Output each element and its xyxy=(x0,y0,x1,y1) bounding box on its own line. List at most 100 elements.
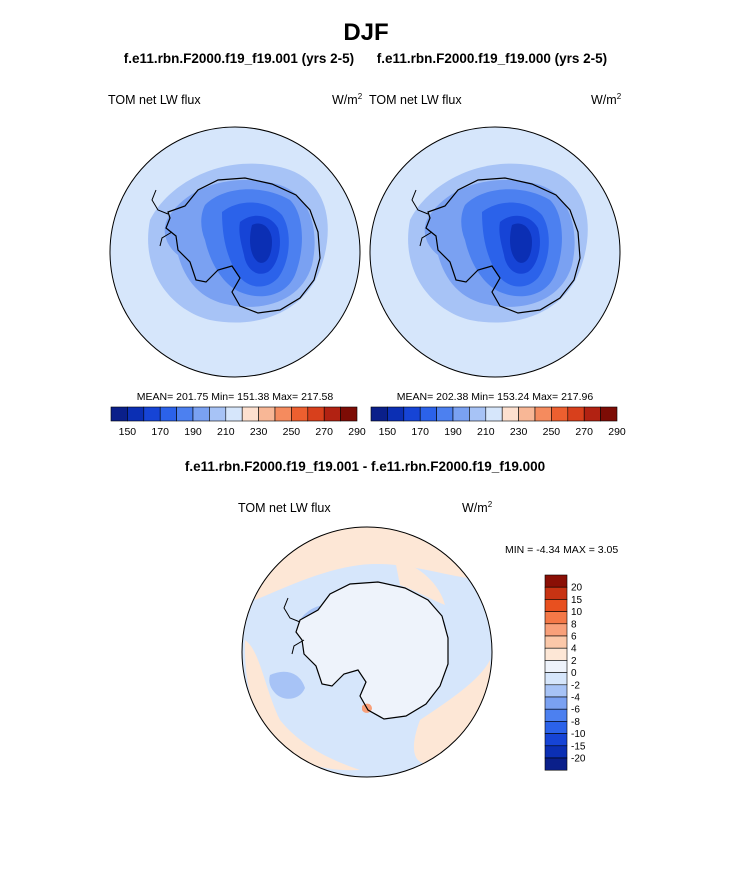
colorbar-tick-label: 15 xyxy=(571,595,583,606)
colorbar-box xyxy=(583,406,601,422)
colorbar-tick-label: 8 xyxy=(571,619,577,630)
colorbar-tick-label: 150 xyxy=(379,426,397,438)
panel-a-map xyxy=(109,126,361,378)
panel-b-map xyxy=(369,126,621,378)
colorbar-box xyxy=(307,406,325,422)
colorbar-box xyxy=(544,611,568,625)
panel-b-rim xyxy=(369,126,621,378)
colorbar-box xyxy=(485,406,503,422)
panel-b-colorbar: 150 170 190 210 230 250 270 290 xyxy=(370,406,626,438)
colorbar-tick-label: 250 xyxy=(543,426,561,438)
panel-a-variable-label: TOM net LW flux xyxy=(108,93,201,107)
panel-b-continent-deep xyxy=(510,223,532,263)
colorbar-box xyxy=(387,406,405,422)
colorbar-box xyxy=(436,406,454,422)
colorbar-box xyxy=(518,406,536,422)
colorbar-tick-label: 250 xyxy=(283,426,301,438)
colorbar-tick-label: 170 xyxy=(411,426,429,438)
panel-b-coastline xyxy=(425,177,581,314)
colorbar-box xyxy=(544,672,568,686)
colorbar-box xyxy=(544,684,568,698)
panel-a-peninsula xyxy=(151,189,173,247)
colorbar-box xyxy=(192,406,210,422)
page-title: DJF xyxy=(343,19,388,46)
colorbar-tick-label: -10 xyxy=(571,729,586,740)
colorbar-box xyxy=(323,406,341,422)
colorbar-box xyxy=(225,406,243,422)
diff-panel-title: f.e11.rbn.F2000.f19_f19.001 - f.e11.rbn.… xyxy=(185,459,545,474)
colorbar-box xyxy=(340,406,358,422)
colorbar-tick-label: 210 xyxy=(477,426,495,438)
colorbar-box xyxy=(143,406,161,422)
colorbar-tick-label: 0 xyxy=(571,668,577,679)
colorbar-box xyxy=(544,745,568,759)
colorbar-box xyxy=(159,406,177,422)
diff-positive-patch-3 xyxy=(413,660,491,764)
colorbar-box xyxy=(534,406,552,422)
colorbar-box xyxy=(419,406,437,422)
panel-a-coastline xyxy=(165,177,321,314)
panel-a-stats: MEAN= 201.75 Min= 151.38 Max= 217.58 xyxy=(137,391,334,403)
diff-rim xyxy=(241,526,493,778)
colorbar-tick-label: 10 xyxy=(571,607,583,618)
colorbar-box xyxy=(452,406,470,422)
diff-negative-patch-3 xyxy=(269,671,305,699)
colorbar-tick-label: 6 xyxy=(571,632,577,643)
diff-units-label: W/m2 xyxy=(462,500,493,515)
colorbar-tick-label: 20 xyxy=(571,583,583,594)
colorbar-box xyxy=(370,406,388,422)
panel-a-continent-deep xyxy=(250,223,272,263)
panel-b-peninsula xyxy=(411,189,433,247)
diff-coastline xyxy=(295,581,449,720)
colorbar-tick-label: 210 xyxy=(217,426,235,438)
colorbar-tick-label: 270 xyxy=(315,426,333,438)
colorbar-tick-label: 190 xyxy=(184,426,202,438)
colorbar-tick-label: 290 xyxy=(348,426,366,438)
colorbar-box xyxy=(258,406,276,422)
colorbar-tick-label: -6 xyxy=(571,705,580,716)
colorbar-box xyxy=(544,660,568,673)
colorbar-box xyxy=(209,406,227,422)
colorbar-box xyxy=(567,406,585,422)
colorbar-box xyxy=(544,708,568,722)
colorbar-tick-label: 4 xyxy=(571,644,577,655)
diff-peninsula xyxy=(283,597,305,655)
colorbar-box xyxy=(403,406,421,422)
diff-positive-patch-4 xyxy=(395,560,445,605)
colorbar-box xyxy=(110,406,128,422)
colorbar-box xyxy=(274,406,292,422)
colorbar-tick-label: 230 xyxy=(510,426,528,438)
colorbar-tick-label: -15 xyxy=(571,741,586,752)
colorbar-box xyxy=(544,599,568,612)
diff-continent-fill xyxy=(296,582,448,719)
colorbar-box xyxy=(544,733,568,747)
colorbar-tick-label: 170 xyxy=(151,426,169,438)
colorbar-tick-label: 2 xyxy=(571,656,577,667)
panel-b-units-label: W/m2 xyxy=(591,92,622,107)
panel-a-rim xyxy=(109,126,361,378)
panel-b-stats: MEAN= 202.38 Min= 153.24 Max= 217.96 xyxy=(397,391,594,403)
colorbar-box xyxy=(544,647,568,661)
diff-map xyxy=(241,526,493,778)
colorbar-tick-label: 230 xyxy=(250,426,268,438)
colorbar-box xyxy=(544,574,568,588)
colorbar-tick-label: -8 xyxy=(571,717,580,728)
colorbar-box xyxy=(544,696,568,710)
colorbar-box xyxy=(544,757,568,771)
colorbar-box xyxy=(600,406,618,422)
colorbar-tick-label: -20 xyxy=(571,754,586,765)
colorbar-box xyxy=(291,406,309,422)
colorbar-tick-label: 150 xyxy=(119,426,137,438)
colorbar-box xyxy=(127,406,145,422)
colorbar-box xyxy=(501,406,519,422)
colorbar-tick-label: 190 xyxy=(444,426,462,438)
colorbar-tick-label: 290 xyxy=(608,426,626,438)
colorbar-box xyxy=(241,406,259,422)
panel-a-title: f.e11.rbn.F2000.f19_f19.001 (yrs 2-5) xyxy=(124,51,354,66)
colorbar-box xyxy=(544,586,568,600)
colorbar-box xyxy=(176,406,194,422)
diff-positive-patch-1 xyxy=(250,527,480,600)
panel-a-units-label: W/m2 xyxy=(332,92,363,107)
